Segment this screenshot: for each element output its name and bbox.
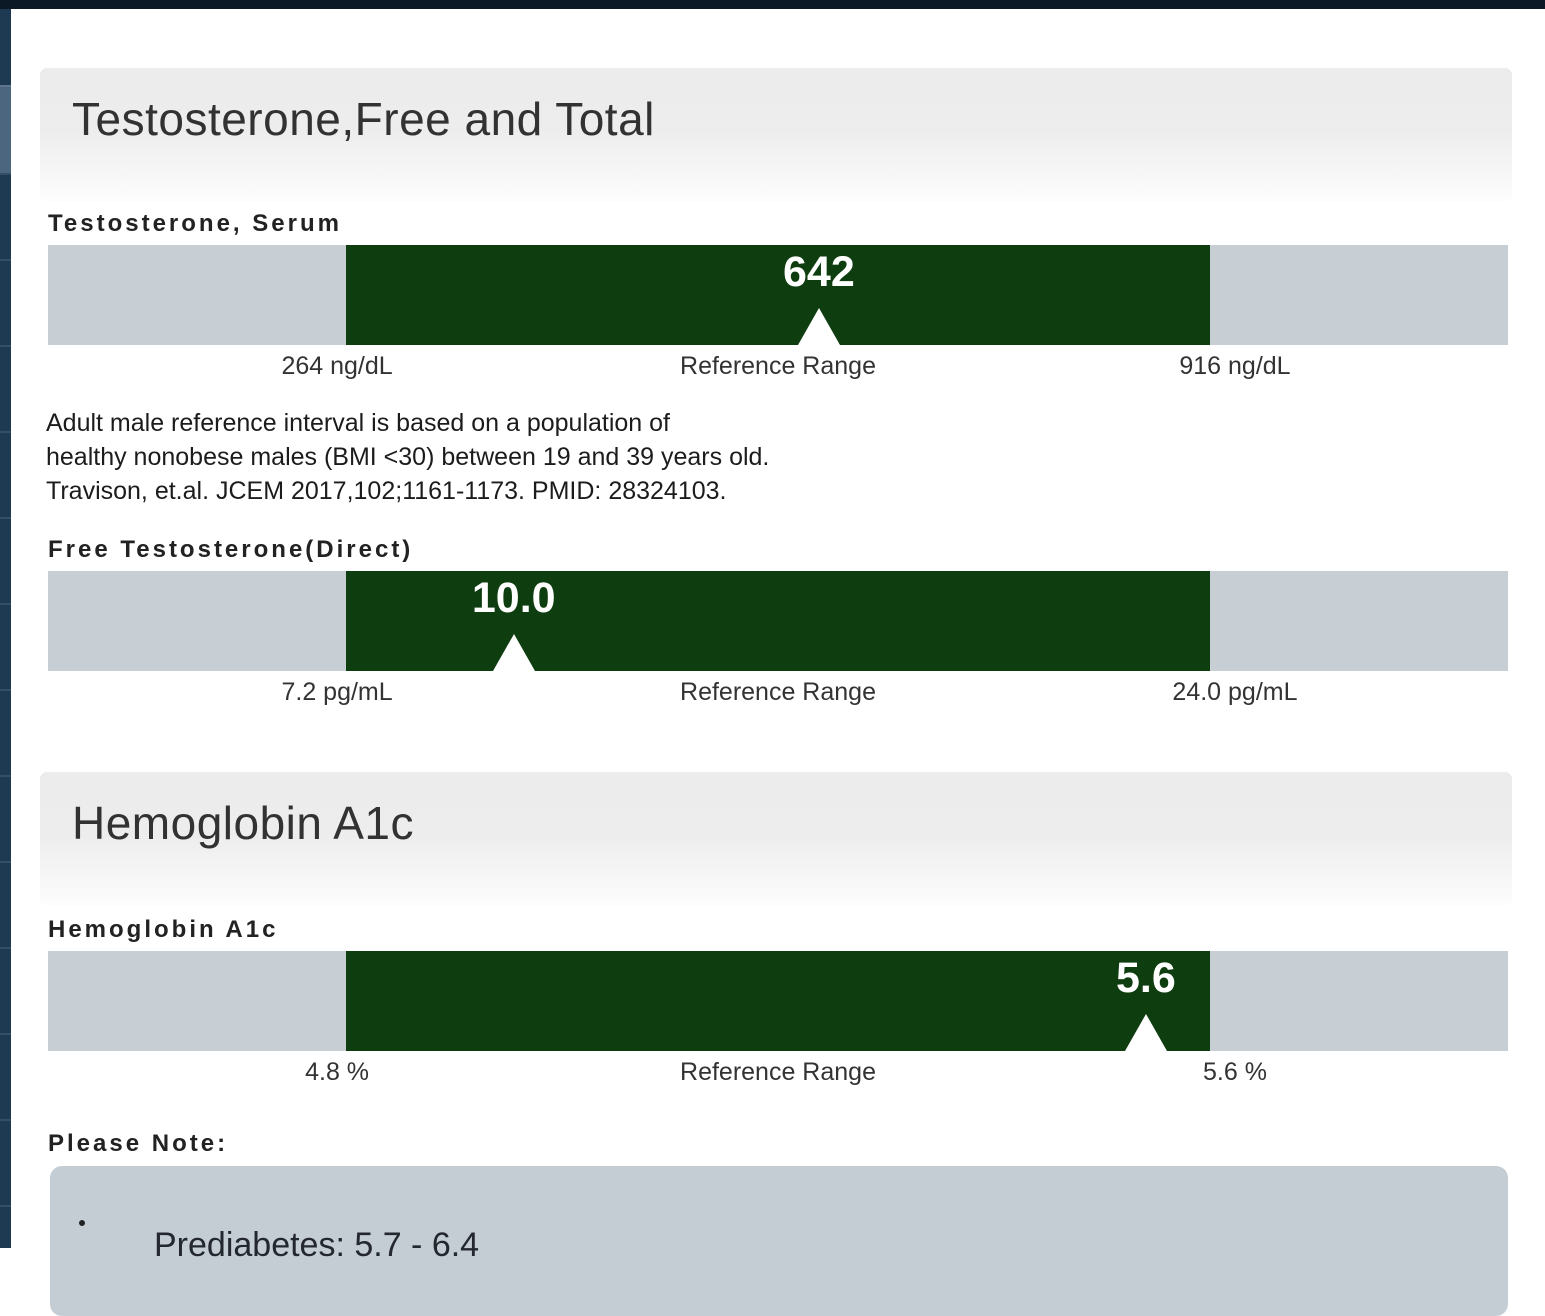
in-range-segment bbox=[345, 571, 1211, 671]
sidebar-divider bbox=[0, 1033, 11, 1035]
sidebar-divider bbox=[0, 1205, 11, 1207]
above-range-segment bbox=[1210, 571, 1508, 671]
range-labels-row: 7.2 pg/mL Reference Range 24.0 pg/mL bbox=[48, 678, 1508, 710]
test-free-testosterone: Free Testosterone(Direct) 10.0 7.2 pg/mL… bbox=[48, 536, 1508, 710]
below-range-segment bbox=[48, 951, 346, 1051]
range-mid-label: Reference Range bbox=[680, 678, 876, 706]
collapsed-sidebar[interactable] bbox=[0, 9, 11, 1248]
below-range-segment bbox=[48, 245, 346, 345]
range-low-label: 264 ng/dL bbox=[281, 352, 393, 380]
note-box: Prediabetes: 5.7 - 6.4 bbox=[50, 1166, 1508, 1316]
test-testosterone-serum: Testosterone, Serum 642 264 ng/dL Refere… bbox=[48, 210, 1508, 384]
section-header-testosterone[interactable]: Testosterone,Free and Total bbox=[40, 68, 1512, 202]
sidebar-divider bbox=[0, 345, 11, 347]
sidebar-divider bbox=[0, 861, 11, 863]
sidebar-active-segment bbox=[0, 85, 11, 173]
in-range-segment bbox=[345, 245, 1211, 345]
sidebar-divider bbox=[0, 259, 11, 261]
sidebar-divider bbox=[0, 689, 11, 691]
section-title: Testosterone,Free and Total bbox=[72, 93, 655, 145]
section-title: Hemoglobin A1c bbox=[72, 797, 414, 849]
test-name-label: Testosterone, Serum bbox=[48, 210, 342, 237]
section-header-hemoglobin-a1c[interactable]: Hemoglobin A1c bbox=[40, 772, 1512, 906]
reference-range-bar: 5.6 bbox=[48, 951, 1508, 1051]
reference-interval-note: Adult male reference interval is based o… bbox=[46, 409, 770, 505]
sidebar-divider bbox=[0, 431, 11, 433]
sidebar-divider bbox=[0, 1119, 11, 1121]
test-name-label: Hemoglobin A1c bbox=[48, 916, 279, 943]
sidebar-divider bbox=[0, 173, 11, 175]
sidebar-divider bbox=[0, 517, 11, 519]
range-low-label: 7.2 pg/mL bbox=[281, 678, 393, 706]
range-high-label: 5.6 % bbox=[1203, 1058, 1267, 1086]
range-high-label: 24.0 pg/mL bbox=[1172, 678, 1298, 706]
bullet-icon bbox=[79, 1220, 85, 1226]
note-bullet-text: Prediabetes: 5.7 - 6.4 bbox=[154, 1226, 480, 1264]
marker-triangle-icon bbox=[1124, 1014, 1167, 1051]
sidebar-divider bbox=[0, 85, 11, 87]
range-mid-label: Reference Range bbox=[680, 1058, 876, 1086]
reference-range-bar: 642 bbox=[48, 245, 1508, 345]
test-hemoglobin-a1c: Hemoglobin A1c 5.6 4.8 % Reference Range… bbox=[48, 916, 1508, 1090]
range-high-label: 916 ng/dL bbox=[1179, 352, 1291, 380]
result-value: 5.6 bbox=[1116, 954, 1176, 1002]
in-range-segment bbox=[345, 951, 1211, 1051]
reference-range-bar: 10.0 bbox=[48, 571, 1508, 671]
above-range-segment bbox=[1210, 951, 1508, 1051]
sidebar-divider bbox=[0, 947, 11, 949]
test-name-label: Free Testosterone(Direct) bbox=[48, 536, 414, 563]
range-labels-row: 4.8 % Reference Range 5.6 % bbox=[48, 1058, 1508, 1090]
top-bar bbox=[0, 0, 1545, 9]
range-low-label: 4.8 % bbox=[305, 1058, 370, 1086]
marker-triangle-icon bbox=[492, 634, 535, 671]
please-note-label: Please Note: bbox=[48, 1130, 229, 1157]
below-range-segment bbox=[48, 571, 346, 671]
result-value: 10.0 bbox=[471, 574, 556, 622]
sidebar-divider bbox=[0, 603, 11, 605]
result-value: 642 bbox=[783, 248, 855, 296]
sidebar-divider bbox=[0, 775, 11, 777]
range-labels-row: 264 ng/dL Reference Range 916 ng/dL bbox=[48, 352, 1508, 384]
range-mid-label: Reference Range bbox=[680, 352, 876, 380]
above-range-segment bbox=[1210, 245, 1508, 345]
marker-triangle-icon bbox=[797, 308, 840, 345]
